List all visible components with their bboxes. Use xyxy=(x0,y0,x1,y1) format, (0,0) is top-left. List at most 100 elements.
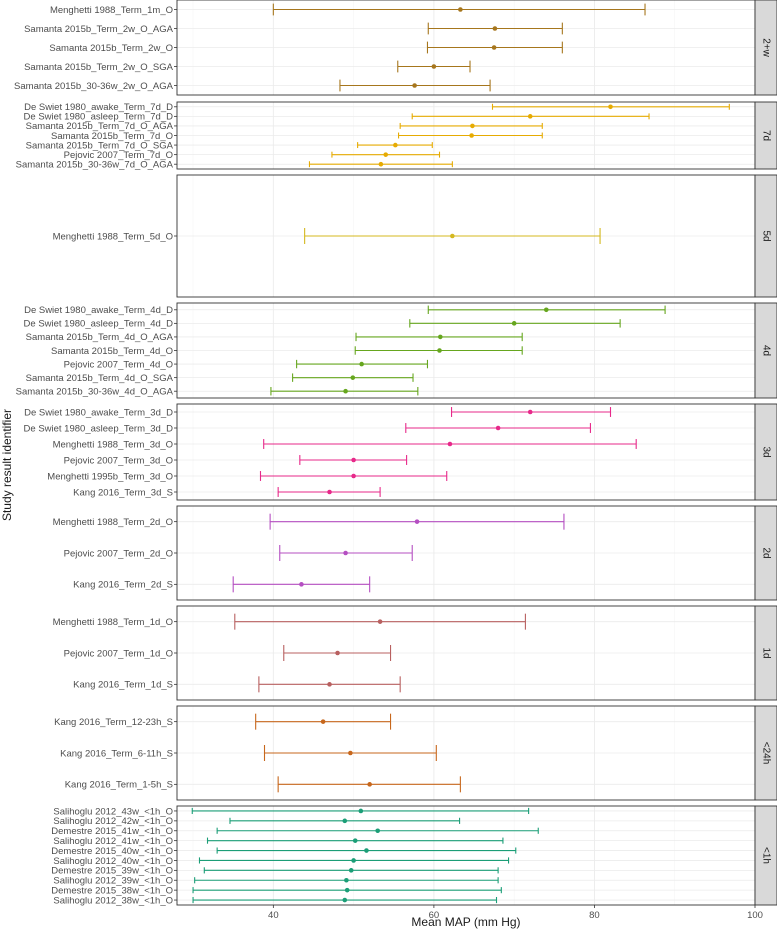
panel-1: De Swiet 1980_awake_Term_7d_DDe Swiet 19… xyxy=(16,101,777,171)
mean-point xyxy=(348,868,354,873)
row-3-5: Samanta 2015b_Term_4d_O_SGA xyxy=(26,373,414,384)
mean-point xyxy=(367,782,372,787)
row-label: Samanta 2015b_Term_2w_O_SGA xyxy=(24,62,174,73)
row-8-0: Salihoglu 2012_43w_<1h_O xyxy=(53,806,530,817)
mean-point xyxy=(470,123,475,129)
row-label: Kang 2016_Term_1d_S xyxy=(73,680,173,691)
panel-7: Kang 2016_Term_12-23h_S Kang 2016_Term_6-… xyxy=(54,705,777,801)
row-label: Menghetti 1995b_Term_3d_O xyxy=(47,471,173,482)
mean-point xyxy=(359,361,364,367)
x-tick: 80 xyxy=(589,905,600,921)
mean-point xyxy=(608,104,613,110)
row-label: Samanta 2015b_Term_7d_O_AGA xyxy=(26,121,174,132)
row-1-6: Samanta 2015b_30-36w_7d_O_AGA xyxy=(16,160,453,171)
x-tick-label: 80 xyxy=(589,910,600,921)
row-1-0: De Swiet 1980_awake_Term_7d_D xyxy=(24,102,730,113)
row-0-1: Samanta 2015b_Term_2w_O_AGA xyxy=(24,22,563,35)
panel-strip-label: 5d xyxy=(761,230,772,241)
panel-strip-label: 7d xyxy=(761,130,772,141)
row-label: De Swiet 1980_asleep_Term_3d_D xyxy=(24,423,174,434)
panel-strip xyxy=(754,101,777,170)
row-label: De Swiet 1980_asleep_Term_4d_D xyxy=(24,319,174,330)
mean-point xyxy=(491,45,497,50)
row-1-1: De Swiet 1980_asleep_Term_7d_D xyxy=(24,112,650,123)
mean-point xyxy=(375,828,380,834)
mean-point xyxy=(527,114,533,119)
mean-point xyxy=(351,457,356,463)
mean-point xyxy=(393,142,398,148)
row-label: Samanta 2015b_30-36w_7d_O_AGA xyxy=(16,160,174,171)
row-8-9: Salihoglu 2012_38w_<1h_O xyxy=(53,895,498,906)
mean-point xyxy=(511,321,517,326)
panel-grid xyxy=(177,706,756,800)
row-label: Kang 2016_Term_12-23h_S xyxy=(54,717,173,728)
row-label: Kang 2016_Term_6-11h_S xyxy=(60,748,173,759)
row-4-1: De Swiet 1980_asleep_Term_3d_D xyxy=(24,423,591,434)
panel-strip-label: <24h xyxy=(761,742,772,765)
row-8-3: Salihoglu 2012_41w_<1h_O xyxy=(53,836,504,847)
panel-strip xyxy=(754,403,777,501)
mean-point xyxy=(343,388,348,394)
row-0-4: Samanta 2015b_30-36w_2w_O_AGA xyxy=(14,79,491,92)
mean-point xyxy=(527,409,533,415)
row-0-2: Samanta 2015b_Term_2w_O xyxy=(49,41,563,54)
row-label: Samanta 2015b_Term_7d_O xyxy=(51,131,173,142)
row-label: Salihoglu 2012_39w_<1h_O xyxy=(53,876,173,887)
x-tick: 40 xyxy=(268,905,279,921)
row-8-6: Demestre 2015_39w_<1h_O xyxy=(51,866,499,877)
mean-point xyxy=(344,887,350,893)
mean-point xyxy=(327,682,332,687)
mean-point xyxy=(358,808,364,814)
row-label: Salihoglu 2012_40w_<1h_O xyxy=(53,856,173,867)
row-8-7: Salihoglu 2012_39w_<1h_O xyxy=(53,876,499,887)
row-3-6: Samanta 2015b_30-36w_4d_O_AGA xyxy=(16,387,419,398)
row-5-1: Pejovic 2007_Term_2d_O xyxy=(64,545,413,561)
mean-point xyxy=(431,64,437,69)
row-7-1: Kang 2016_Term_6-11h_S xyxy=(60,745,437,761)
row-1-2: Samanta 2015b_Term_7d_O_AGA xyxy=(26,121,543,132)
panel-grid xyxy=(177,506,756,600)
mean-point xyxy=(350,375,356,380)
mean-point xyxy=(342,897,348,903)
panel-strip xyxy=(754,705,777,801)
row-label: Samanta 2015b_30-36w_4d_O_AGA xyxy=(16,387,174,398)
mean-point xyxy=(348,750,353,756)
mean-point xyxy=(447,441,453,447)
mean-point xyxy=(327,489,332,495)
panel-border xyxy=(176,403,756,501)
mean-point xyxy=(438,334,443,340)
row-label: Kang 2016_Term_2d_S xyxy=(73,580,173,591)
row-3-4: Pejovic 2007_Term_4d_O xyxy=(64,359,429,370)
mean-point xyxy=(335,650,340,656)
row-4-5: Kang 2016_Term_3d_S xyxy=(73,487,381,498)
row-label: Menghetti 1988_Term_5d_O xyxy=(53,231,173,242)
mean-point xyxy=(414,519,420,524)
mean-point xyxy=(299,582,304,587)
mean-point xyxy=(364,848,369,853)
row-label: Salihoglu 2012_43w_<1h_O xyxy=(53,806,173,817)
mean-point xyxy=(343,550,348,556)
row-8-5: Salihoglu 2012_40w_<1h_O xyxy=(53,856,510,867)
x-tick-label: 100 xyxy=(747,910,763,921)
row-label: De Swiet 1980_awake_Term_4d_D xyxy=(24,305,173,316)
row-label: Samanta 2015b_Term_2w_O xyxy=(49,43,173,54)
panel-grid xyxy=(177,404,756,500)
mean-point xyxy=(492,26,498,31)
panel-strip xyxy=(754,805,777,906)
x-axis-title: Mean MAP (mm Hg) xyxy=(411,915,520,929)
row-label: Pejovic 2007_Term_1d_O xyxy=(64,648,173,659)
panel-strip-label: 2+w xyxy=(761,38,772,57)
row-label: De Swiet 1980_asleep_Term_7d_D xyxy=(24,112,174,123)
panel-strip xyxy=(754,505,777,601)
x-tick-label: 40 xyxy=(268,910,279,921)
x-axis: 40 60 80 100 xyxy=(268,905,763,921)
panel-strip-label: 1d xyxy=(761,647,772,658)
row-label: Menghetti 1988_Term_2d_O xyxy=(53,517,173,528)
row-label: Demestre 2015_40w_<1h_O xyxy=(51,846,173,857)
mean-point xyxy=(469,133,474,138)
row-2-0: Menghetti 1988_Term_5d_O xyxy=(53,228,601,244)
row-6-2: Kang 2016_Term_1d_S xyxy=(73,676,401,693)
row-8-2: Demestre 2015_41w_<1h_O xyxy=(51,826,539,837)
panel-strip-label: 4d xyxy=(761,345,772,356)
row-5-2: Kang 2016_Term_2d_S xyxy=(73,576,371,593)
